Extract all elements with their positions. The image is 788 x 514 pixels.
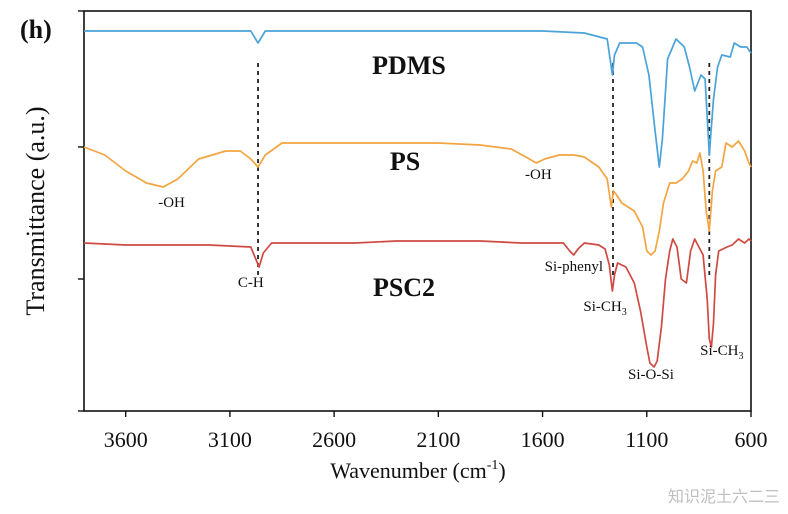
series-line-ps [83, 140, 752, 256]
x-axis-label-main: Wavenumber (cm [330, 458, 486, 483]
y-axis-label: Transmittance (a.u.) [21, 106, 50, 315]
series-label-ps: PS [390, 147, 420, 176]
guide-lines [257, 63, 711, 275]
x-tick-label-4: 1600 [521, 427, 565, 452]
x-axis-label-sup: -1 [487, 458, 499, 473]
y-ticks [78, 10, 84, 412]
series-line-pdms [84, 30, 752, 168]
annotation-5: Si-O-Si [628, 367, 674, 383]
annotation-3: Si-phenyl [545, 259, 603, 275]
x-ticks: 3600 3100 2600 2100 1600 1100 600 [104, 411, 768, 452]
annotations: -OH -OH C-H Si-phenyl Si-CH3 Si-O-Si Si-CH3 [158, 167, 743, 383]
x-tick-label-1: 3100 [208, 427, 252, 452]
x-tick-label-6: 600 [735, 427, 768, 452]
annotation-1: -OH [525, 167, 552, 183]
annotation-0: -OH [158, 195, 185, 211]
watermark: 知识泥土六二三 [668, 487, 780, 506]
panel-label: (h) [20, 15, 52, 44]
x-tick-label-2: 2600 [312, 427, 356, 452]
x-tick-label-3: 2100 [416, 427, 460, 452]
annotation-6: Si-CH3 [700, 343, 743, 362]
plot-frame [83, 10, 752, 412]
annotation-2: C-H [238, 275, 264, 291]
annotation-4: Si-CH3 [583, 299, 626, 318]
x-axis-label: Wavenumber (cm-1) [330, 458, 505, 483]
x-tick-label-0: 3600 [104, 427, 148, 452]
series-line-psc2 [83, 238, 752, 368]
series-label-pdms: PDMS [372, 51, 446, 80]
x-axis-label-close: ) [498, 458, 505, 483]
series-lines [83, 30, 752, 368]
series-label-psc2: PSC2 [373, 273, 435, 302]
x-tick-label-5: 1100 [625, 427, 668, 452]
